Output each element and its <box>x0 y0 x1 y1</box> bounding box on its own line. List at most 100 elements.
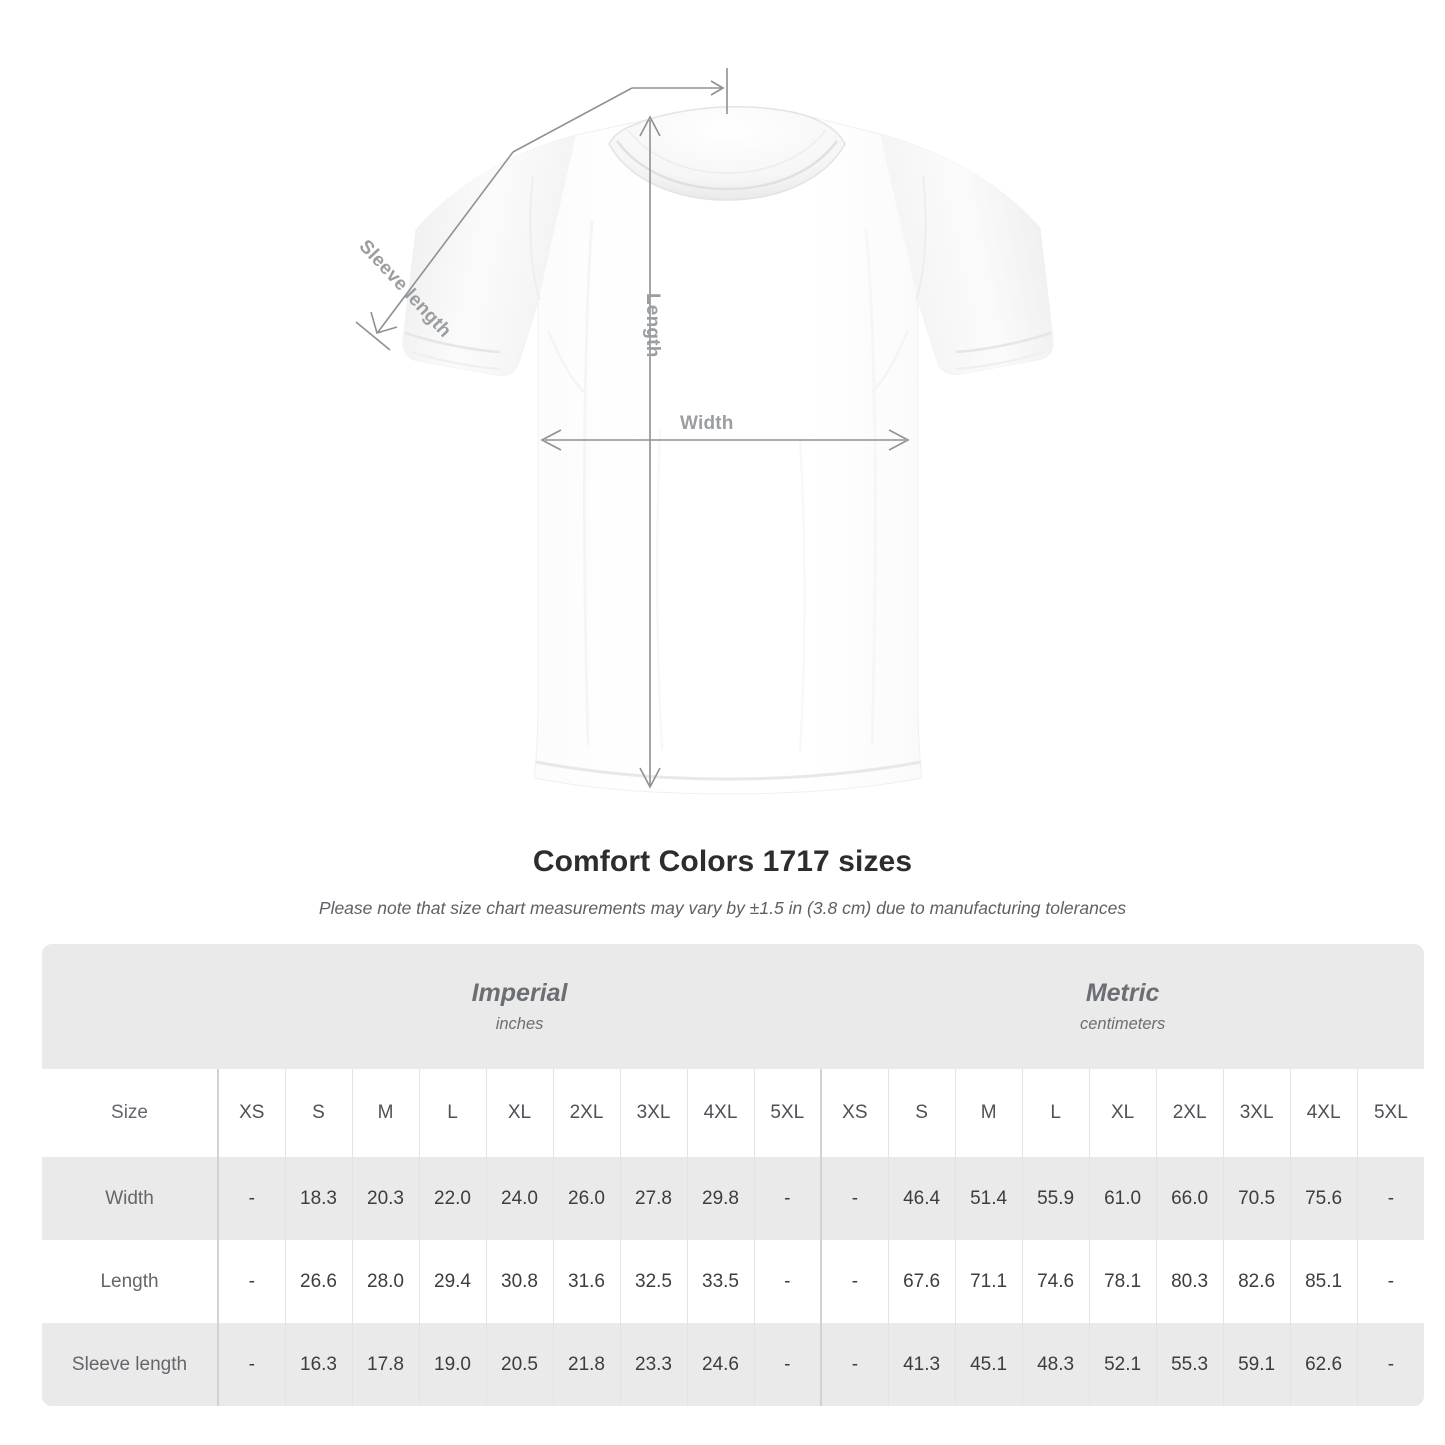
width-dimension <box>540 429 910 451</box>
measurement-lines <box>355 68 910 789</box>
row-label-sleeve-length: Sleeve length <box>71 1353 188 1375</box>
metric-unit-name: Metric <box>1085 978 1160 1007</box>
cell-width-metric-xl: 61.0 <box>1088 1157 1157 1240</box>
cell-sleeve-metric-m: 45.1 <box>954 1323 1023 1406</box>
tshirt-diagram: Sleeve length Length Width <box>355 68 1054 795</box>
cell-sleeve-imperial-4xl: 24.6 <box>686 1323 754 1406</box>
table-row: Sleeve length - 16.3 17.8 19.0 20.5 21.8… <box>42 1323 1425 1406</box>
cell-length-imperial-xs: - <box>217 1240 285 1323</box>
cell-width-metric-m: 51.4 <box>954 1157 1023 1240</box>
cell-length-imperial-xl: 30.8 <box>485 1240 553 1323</box>
cell-length-metric-2xl: 80.3 <box>1155 1240 1224 1323</box>
length-label: Length <box>642 293 663 358</box>
cell-length-imperial-s: 26.6 <box>284 1240 352 1323</box>
size-header-row: Size XS S M L XL 2XL 3XL 4XL 5XL XS S M … <box>42 1069 1425 1157</box>
cell-width-metric-4xl: 75.6 <box>1289 1157 1358 1240</box>
cell-width-imperial-l: 22.0 <box>418 1157 486 1240</box>
size-header-imperial-3xl: 3XL <box>619 1069 687 1157</box>
cell-sleeve-metric-3xl: 59.1 <box>1222 1323 1291 1406</box>
cell-length-imperial-2xl: 31.6 <box>552 1240 620 1323</box>
cell-length-imperial-5xl: - <box>753 1240 822 1323</box>
row-label-length: Length <box>100 1270 159 1292</box>
tolerance-note: Please note that size chart measurements… <box>318 898 1127 918</box>
size-header-metric-m: M <box>954 1069 1023 1157</box>
cell-sleeve-metric-4xl: 62.6 <box>1289 1323 1358 1406</box>
cell-length-metric-s: 67.6 <box>887 1240 956 1323</box>
table-row: Length - 26.6 28.0 29.4 30.8 31.6 32.5 3… <box>42 1240 1425 1323</box>
cell-width-metric-2xl: 66.0 <box>1155 1157 1224 1240</box>
cell-length-imperial-4xl: 33.5 <box>686 1240 754 1323</box>
unit-band-row: Imperial inches Metric centimeters <box>42 944 1425 1069</box>
cell-sleeve-imperial-2xl: 21.8 <box>552 1323 620 1406</box>
page-title: Comfort Colors 1717 sizes <box>532 845 913 878</box>
cell-sleeve-metric-5xl: - <box>1356 1323 1425 1406</box>
size-corner-label: Size <box>111 1102 148 1123</box>
cell-width-imperial-4xl: 29.8 <box>686 1157 754 1240</box>
table-row: Width - 18.3 20.3 22.0 24.0 26.0 27.8 29… <box>42 1157 1425 1240</box>
size-header-metric-4xl: 4XL <box>1289 1069 1358 1157</box>
cell-length-imperial-l: 29.4 <box>418 1240 486 1323</box>
cell-width-metric-3xl: 70.5 <box>1222 1157 1291 1240</box>
cell-sleeve-metric-xs: - <box>820 1323 889 1406</box>
cell-length-imperial-3xl: 32.5 <box>619 1240 687 1323</box>
imperial-unit-sub: inches <box>495 1015 544 1034</box>
cell-length-metric-4xl: 85.1 <box>1289 1240 1358 1323</box>
imperial-unit-name: Imperial <box>471 978 568 1007</box>
cell-width-imperial-s: 18.3 <box>284 1157 352 1240</box>
title-block: Comfort Colors 1717 sizes Please note th… <box>0 845 1445 919</box>
size-header-metric-s: S <box>887 1069 956 1157</box>
size-header-imperial-s: S <box>284 1069 352 1157</box>
cell-sleeve-metric-xl: 52.1 <box>1088 1323 1157 1406</box>
cell-sleeve-imperial-s: 16.3 <box>284 1323 352 1406</box>
cell-sleeve-imperial-xs: - <box>217 1323 285 1406</box>
cell-width-metric-s: 46.4 <box>887 1157 956 1240</box>
size-chart-table: Imperial inches Metric centimeters Size … <box>42 944 1425 1406</box>
cell-length-metric-xl: 78.1 <box>1088 1240 1157 1323</box>
tshirt-illustration <box>355 68 1054 795</box>
row-label-width: Width <box>105 1187 154 1209</box>
size-header-imperial-xl: XL <box>485 1069 553 1157</box>
size-header-imperial-5xl: 5XL <box>753 1069 822 1157</box>
width-label: Width <box>680 413 734 434</box>
size-header-imperial-l: L <box>418 1069 486 1157</box>
cell-sleeve-imperial-l: 19.0 <box>418 1323 486 1406</box>
cell-sleeve-imperial-5xl: - <box>753 1323 822 1406</box>
size-header-metric-3xl: 3XL <box>1222 1069 1291 1157</box>
size-header-imperial-2xl: 2XL <box>552 1069 620 1157</box>
cell-length-metric-l: 74.6 <box>1021 1240 1090 1323</box>
cell-length-metric-m: 71.1 <box>954 1240 1023 1323</box>
cell-width-imperial-m: 20.3 <box>351 1157 419 1240</box>
cell-sleeve-imperial-m: 17.8 <box>351 1323 419 1406</box>
cell-width-imperial-xl: 24.0 <box>485 1157 553 1240</box>
cell-sleeve-imperial-xl: 20.5 <box>485 1323 553 1406</box>
size-header-imperial-4xl: 4XL <box>686 1069 754 1157</box>
size-header-imperial-m: M <box>351 1069 419 1157</box>
sleeve-length-dimension <box>355 68 728 351</box>
size-header-metric-xl: XL <box>1088 1069 1157 1157</box>
cell-length-metric-3xl: 82.6 <box>1222 1240 1291 1323</box>
cell-width-imperial-5xl: - <box>753 1157 822 1240</box>
cell-width-imperial-2xl: 26.0 <box>552 1157 620 1240</box>
length-dimension <box>639 115 661 789</box>
cell-sleeve-metric-s: 41.3 <box>887 1323 956 1406</box>
cell-sleeve-metric-l: 48.3 <box>1021 1323 1090 1406</box>
cell-length-metric-5xl: - <box>1356 1240 1425 1323</box>
size-header-metric-5xl: 5XL <box>1356 1069 1425 1157</box>
size-header-imperial-xs: XS <box>217 1069 285 1157</box>
cell-sleeve-imperial-3xl: 23.3 <box>619 1323 687 1406</box>
cell-width-metric-xs: - <box>820 1157 889 1240</box>
cell-sleeve-metric-2xl: 55.3 <box>1155 1323 1224 1406</box>
cell-width-imperial-xs: - <box>217 1157 285 1240</box>
size-header-metric-xs: XS <box>820 1069 889 1157</box>
size-header-metric-2xl: 2XL <box>1155 1069 1224 1157</box>
cell-width-metric-l: 55.9 <box>1021 1157 1090 1240</box>
garment-shape <box>402 105 1054 795</box>
imperial-unit-cell: Imperial inches <box>218 944 821 1069</box>
size-header-metric-l: L <box>1021 1069 1090 1157</box>
metric-unit-cell: Metric centimeters <box>821 944 1424 1069</box>
metric-unit-sub: centimeters <box>1080 1015 1166 1034</box>
cell-width-metric-5xl: - <box>1356 1157 1425 1240</box>
cell-length-metric-xs: - <box>820 1240 889 1323</box>
cell-width-imperial-3xl: 27.8 <box>619 1157 687 1240</box>
